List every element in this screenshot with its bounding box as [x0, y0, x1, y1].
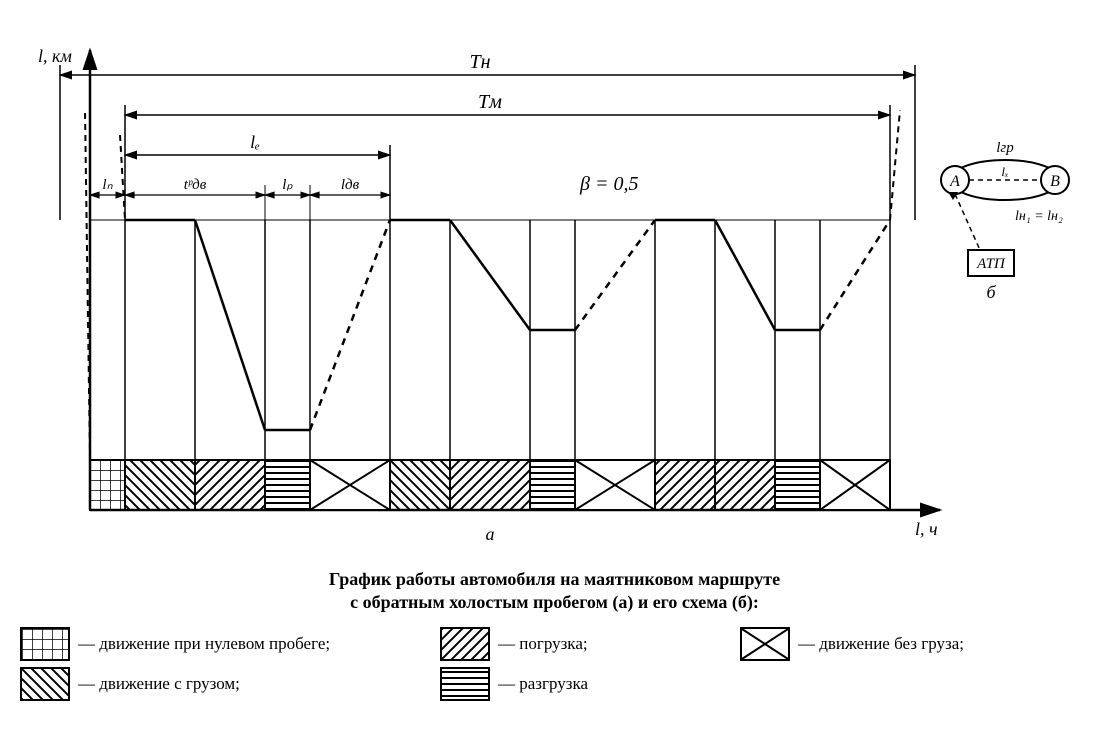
diagram-svg: l, км l, ч Tн Tм lₑ lₙ tᵖдв lₚ lдв β = 0,5 a A Blгр…: [20, 20, 1080, 560]
caption-line-1: График работы автомобиля на маятниковом …: [329, 569, 780, 589]
svg-text:l, км: l, км: [38, 46, 72, 66]
swatch-horiz: [440, 667, 490, 701]
svg-text:lгр: lгр: [996, 140, 1014, 156]
legend-text: — движение с грузом;: [78, 674, 240, 694]
legend-text: — разгрузка: [498, 674, 588, 694]
svg-text:АТП: АТП: [976, 256, 1006, 272]
figure-container: l, км l, ч Tн Tм lₑ lₙ tᵖдв lₚ lдв β = 0,5 a A Blгр…: [20, 20, 1080, 560]
svg-text:β = 0,5: β = 0,5: [579, 173, 638, 195]
svg-text:lₑ: lₑ: [250, 132, 260, 152]
svg-text:lₙ: lₙ: [102, 177, 113, 193]
swatch-grid: [20, 627, 70, 661]
svg-text:B: B: [1050, 173, 1060, 190]
swatch-diag-ne: [440, 627, 490, 661]
svg-text:a: a: [486, 524, 495, 544]
legend-text: — погрузка;: [498, 634, 588, 654]
svg-text:lₚ: lₚ: [282, 177, 293, 193]
legend-item: — погрузка;: [440, 627, 700, 661]
svg-text:lн₁ = lн₂: lн₁ = lн₂: [1015, 209, 1063, 224]
legend-item: — разгрузка: [440, 667, 700, 701]
svg-text:lₓ: lₓ: [1001, 164, 1009, 179]
svg-text:б: б: [986, 282, 996, 302]
svg-text:Tн: Tн: [469, 51, 490, 73]
svg-text:lдв: lдв: [341, 177, 360, 193]
figure-caption: График работы автомобиля на маятниковом …: [20, 568, 1089, 615]
caption-line-2: с обратным холостым пробегом (а) и его с…: [350, 592, 759, 612]
legend-text: — движение при нулевом пробеге;: [78, 634, 330, 654]
legend: — движение при нулевом пробеге; — погруз…: [20, 627, 1089, 707]
legend-text: — движение без груза;: [798, 634, 964, 654]
svg-text:A: A: [949, 173, 960, 190]
svg-text:tᵖдв: tᵖдв: [184, 177, 207, 193]
legend-item: — движение с грузом;: [20, 667, 400, 701]
swatch-diag-nw: [20, 667, 70, 701]
legend-item: — движение при нулевом пробеге;: [20, 627, 400, 661]
svg-text:l, ч: l, ч: [915, 519, 938, 539]
legend-item: — движение без груза;: [740, 627, 964, 661]
svg-text:Tм: Tм: [478, 91, 502, 113]
swatch-xcross: [740, 627, 790, 661]
